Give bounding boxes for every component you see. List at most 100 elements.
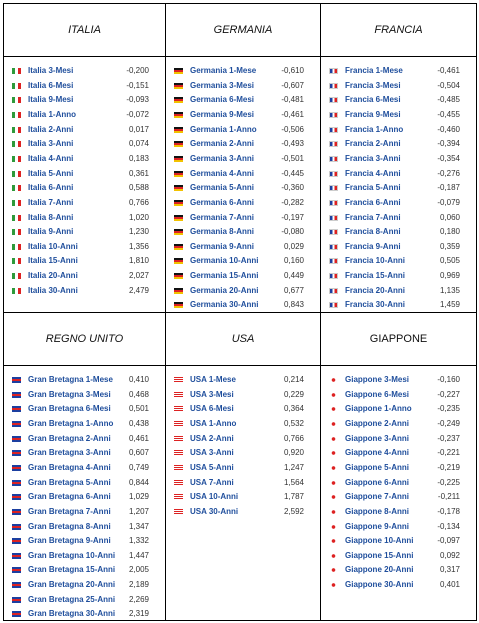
flag-icon	[174, 229, 183, 236]
bond-yield: -0,455	[437, 109, 460, 119]
bond-row: Italia 7-Anni 0,766	[4, 196, 165, 210]
bond-yield: -0,461	[437, 66, 460, 75]
bond-yield: 0,060	[439, 212, 460, 222]
bond-yield: -0,610	[281, 66, 304, 75]
flag-icon	[174, 391, 183, 398]
flag-icon	[329, 552, 338, 559]
bond-row: Italia 6-Mesi -0,151	[4, 79, 165, 93]
bond-row: Italia 2-Anni 0,017	[4, 123, 165, 137]
bond-row: Germania 2-Anni -0,493	[166, 137, 320, 151]
bond-name: Francia 3-Anni	[345, 153, 401, 163]
bond-row: Italia 1-Anno -0,072	[4, 108, 165, 122]
bond-row: Francia 9-Anni 0,359	[321, 240, 476, 254]
bond-row: USA 30-Anni 2,592	[166, 505, 320, 519]
flag-icon	[174, 97, 183, 104]
bond-name: USA 10-Anni	[190, 492, 239, 502]
bond-name: Italia 6-Anni	[28, 183, 74, 193]
bond-name: Germania 5-Anni	[190, 183, 255, 193]
flag-icon	[12, 273, 21, 280]
bond-row: USA 3-Anni 0,920	[166, 446, 320, 460]
bond-yield: 2,005	[128, 565, 149, 575]
bond-name: Giappone 7-Anni	[345, 492, 409, 502]
flag-icon	[174, 111, 183, 118]
flag-icon	[329, 214, 338, 221]
bond-name: Germania 1-Mese	[190, 66, 257, 75]
flag-icon	[12, 596, 21, 603]
bond-row: USA 3-Mesi 0,229	[166, 388, 320, 402]
bond-row: Germania 6-Mesi -0,481	[166, 93, 320, 107]
flag-icon	[12, 391, 21, 398]
bond-yield: 0,844	[128, 477, 149, 487]
bond-row: Germania 4-Anni -0,445	[166, 167, 320, 181]
bond-row: USA 5-Anni 1,247	[166, 461, 320, 475]
bond-row: Germania 9-Anni 0,029	[166, 240, 320, 254]
bond-name: Italia 4-Anni	[28, 153, 74, 163]
bond-name: USA 6-Mesi	[190, 404, 234, 414]
flag-icon	[12, 508, 21, 515]
panel-title: FRANCIA	[321, 4, 476, 57]
bond-name: Francia 4-Anni	[345, 168, 401, 178]
bond-name: USA 1-Anno	[190, 418, 237, 428]
bond-name: Gran Bretagna 10-Anni	[28, 550, 116, 560]
bond-name: Italia 7-Anni	[28, 197, 74, 207]
panel-title: GERMANIA	[166, 4, 320, 57]
bond-yield: -0,227	[437, 389, 460, 399]
bond-name: Francia 5-Anni	[345, 183, 401, 193]
panel: GERMANIA Germania 1-Mese -0,610 Germania 3-…	[165, 3, 321, 313]
bond-yield: 0,607	[128, 448, 149, 458]
bond-row: Gran Bretagna 4-Anni 0,749	[4, 461, 165, 475]
bond-name: Italia 3-Anni	[28, 139, 74, 149]
flag-icon	[329, 464, 338, 471]
panel-title: USA	[166, 313, 320, 366]
bond-row: USA 6-Mesi 0,364	[166, 402, 320, 416]
bond-name: Germania 6-Mesi	[190, 95, 255, 105]
bond-name: USA 3-Mesi	[190, 389, 234, 399]
bond-name: Gran Bretagna 9-Anni	[28, 536, 111, 546]
bond-name: Gran Bretagna 5-Anni	[28, 477, 111, 487]
bond-name: Giappone 8-Anni	[345, 506, 409, 516]
bond-yield: -0,097	[437, 536, 460, 546]
flag-icon	[12, 406, 21, 413]
bond-name: Gran Bretagna 7-Anni	[28, 506, 111, 516]
bond-yield: 1,230	[128, 227, 149, 237]
bond-name: Germania 9-Mesi	[190, 109, 255, 119]
flag-icon	[174, 199, 183, 206]
bond-name: Gran Bretagna 3-Mesi	[28, 389, 111, 399]
flag-icon	[329, 494, 338, 501]
bond-row: Giappone 3-Anni -0,237	[321, 432, 476, 446]
flag-icon	[12, 111, 21, 118]
flag-icon	[174, 479, 183, 486]
bond-name: Germania 7-Anni	[190, 212, 255, 222]
bond-yield: 0,214	[283, 375, 304, 384]
flag-icon	[12, 185, 21, 192]
flag-icon	[329, 479, 338, 486]
bond-name: Italia 10-Anni	[28, 241, 78, 251]
bond-yield: -0,360	[281, 183, 304, 193]
bond-yield: -0,225	[437, 477, 460, 487]
flag-icon	[329, 377, 338, 383]
bond-yield: 0,449	[283, 271, 304, 281]
bond-row: Giappone 6-Anni -0,225	[321, 476, 476, 490]
bond-row: Gran Bretagna 2-Anni 0,461	[4, 432, 165, 446]
bond-name: Giappone 3-Mesi	[345, 375, 410, 384]
bond-yield: 1,447	[128, 550, 149, 560]
bond-name: Italia 30-Anni	[28, 285, 78, 295]
bond-row: Francia 7-Anni 0,060	[321, 211, 476, 225]
flag-icon	[329, 523, 338, 530]
flag-icon	[12, 155, 21, 162]
bond-row: Gran Bretagna 3-Mesi 0,468	[4, 388, 165, 402]
bond-yield: 0,677	[283, 285, 304, 295]
flag-icon	[174, 450, 183, 457]
flag-icon	[12, 82, 21, 89]
bond-name: USA 3-Anni	[190, 448, 234, 458]
bond-yield: 1,029	[128, 492, 149, 502]
bond-yield: -0,276	[437, 168, 460, 178]
bond-name: Italia 1-Anno	[28, 109, 77, 119]
flag-icon	[12, 523, 21, 530]
bond-row: Germania 3-Anni -0,501	[166, 152, 320, 166]
bond-name: Germania 30-Anni	[190, 300, 259, 310]
bond-name: Francia 3-Mesi	[345, 80, 401, 90]
bond-name: Gran Bretagna 6-Mesi	[28, 404, 111, 414]
bond-yield: 0,461	[128, 433, 149, 443]
bond-yield: -0,607	[281, 80, 304, 90]
